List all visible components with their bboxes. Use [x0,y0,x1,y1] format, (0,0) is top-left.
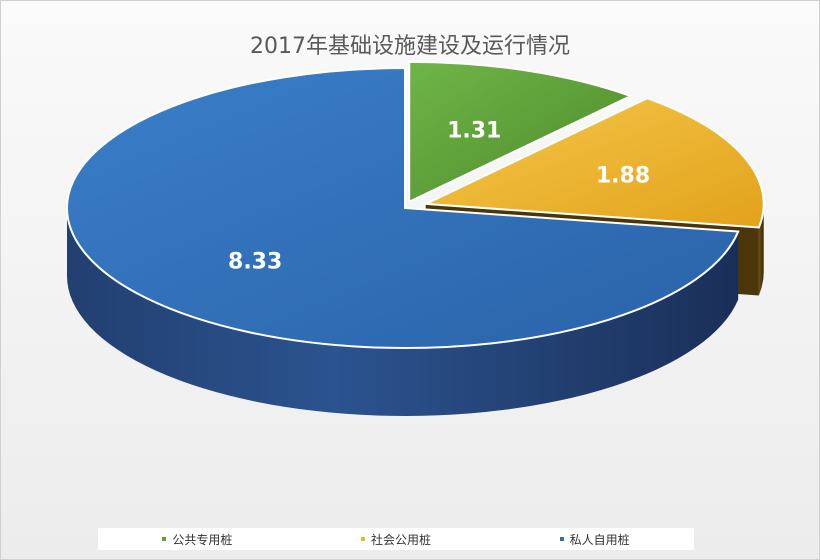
legend-label: 社会公用桩 [370,532,431,547]
slice-social-public [421,97,765,229]
legend-label: 公共专用桩 [172,532,233,547]
data-label-public-dedicated: 1.31 [447,119,501,144]
legend-item-public-dedicated: 公共专用桩 [162,531,232,548]
legend-item-private: 私人自用桩 [559,531,630,548]
legend-swatch-icon [559,537,564,541]
legend-label: 私人自用桩 [569,532,630,547]
chart-title: 2017年基础设施建设及运行情况 [250,34,570,59]
slice-private [66,66,740,349]
legend: 公共专用桩 社会公用桩 私人自用桩 [98,528,694,550]
legend-swatch-icon [162,537,167,541]
legend-swatch-icon [360,537,365,541]
slice-private-side [67,208,739,416]
slice-public-dedicated [408,60,634,204]
legend-item-social-public: 社会公用桩 [360,531,431,548]
data-label-social-public: 1.88 [596,164,650,189]
data-label-private: 8.33 [228,249,282,274]
